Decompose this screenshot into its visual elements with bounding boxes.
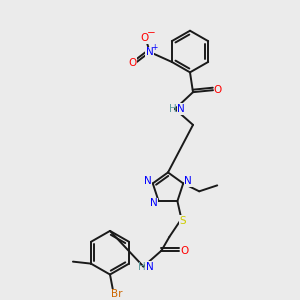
Text: O: O	[141, 33, 149, 43]
Text: O: O	[129, 58, 137, 68]
Text: N: N	[150, 198, 158, 208]
Text: N: N	[146, 262, 153, 272]
Text: +: +	[152, 43, 158, 52]
Text: H: H	[169, 104, 177, 114]
Text: −: −	[146, 28, 155, 38]
Text: N: N	[144, 176, 152, 186]
Text: N: N	[177, 104, 185, 114]
Text: H: H	[137, 262, 145, 272]
Text: S: S	[179, 216, 186, 226]
Text: Br: Br	[111, 289, 123, 299]
Text: O: O	[180, 246, 188, 256]
Text: N: N	[184, 176, 192, 186]
Text: O: O	[214, 85, 222, 95]
Text: N: N	[146, 47, 154, 57]
